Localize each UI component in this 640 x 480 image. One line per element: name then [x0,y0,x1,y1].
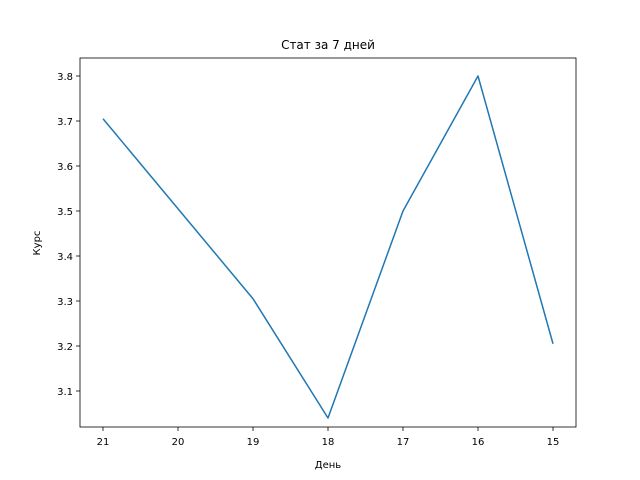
x-tick-label: 15 [547,437,560,448]
x-axis-label: День [315,460,342,471]
y-tick-label: 3.8 [57,72,73,83]
chart-title: Стат за 7 дней [281,38,375,52]
x-tick-label: 21 [97,437,110,448]
x-tick-label: 20 [172,437,185,448]
y-tick-label: 3.1 [57,387,73,398]
series-line [102,75,554,419]
y-tick-label: 3.6 [57,162,73,173]
x-axis: 21 20 19 18 17 16 15 [97,427,560,448]
y-tick-label: 3.3 [57,297,73,308]
series-layer [102,75,554,419]
x-tick-label: 17 [397,437,410,448]
y-tick-label: 3.7 [57,117,73,128]
y-tick-label: 3.2 [57,342,73,353]
x-tick-label: 18 [322,437,335,448]
x-tick-label: 19 [247,437,260,448]
x-tick-label: 16 [472,437,485,448]
plot-area [79,57,577,428]
y-tick-label: 3.4 [57,252,73,263]
y-tick-label: 3.5 [57,207,73,218]
y-axis: 3.1 3.2 3.3 3.4 3.5 3.6 3.7 3.8 [57,72,80,398]
y-axis-label: Курс [32,231,43,256]
